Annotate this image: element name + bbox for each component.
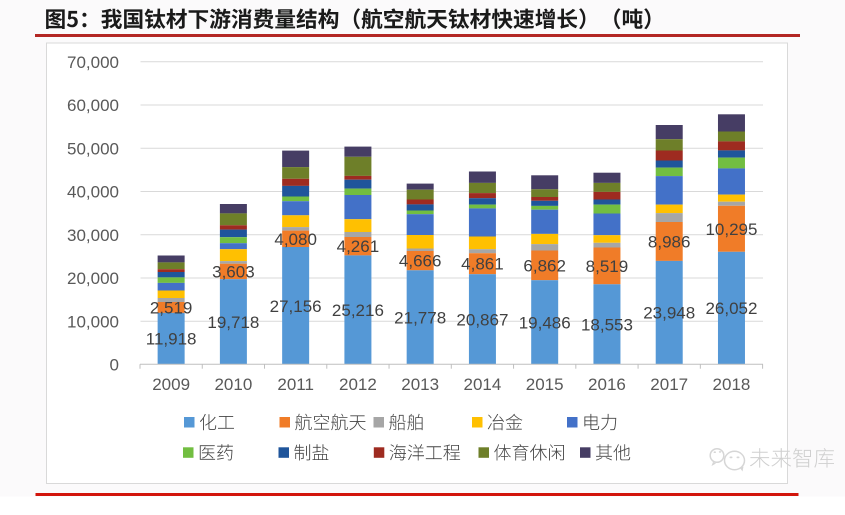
svg-text:30,000: 30,000 (67, 226, 119, 245)
svg-text:8,986: 8,986 (648, 232, 691, 251)
svg-text:18,553: 18,553 (581, 315, 633, 334)
svg-text:20,867: 20,867 (456, 310, 508, 329)
svg-text:2014: 2014 (464, 375, 502, 394)
svg-text:50,000: 50,000 (67, 139, 119, 158)
svg-text:19,718: 19,718 (207, 313, 259, 332)
svg-text:2018: 2018 (713, 375, 751, 394)
svg-text:8,519: 8,519 (586, 257, 629, 276)
svg-text:2010: 2010 (214, 375, 252, 394)
svg-text:2017: 2017 (650, 375, 688, 394)
svg-text:60,000: 60,000 (67, 96, 119, 115)
svg-text:10,000: 10,000 (67, 312, 119, 331)
svg-text:6,862: 6,862 (523, 256, 566, 275)
svg-text:2,519: 2,519 (150, 298, 193, 317)
svg-text:26,052: 26,052 (705, 299, 757, 318)
svg-text:21,778: 21,778 (394, 308, 446, 327)
svg-text:40,000: 40,000 (67, 183, 119, 202)
svg-text:3,603: 3,603 (212, 262, 255, 281)
svg-text:11,918: 11,918 (146, 330, 197, 349)
svg-text:0: 0 (110, 356, 119, 375)
svg-text:4,861: 4,861 (461, 255, 504, 274)
svg-text:20,000: 20,000 (67, 269, 119, 288)
svg-text:2012: 2012 (339, 375, 377, 394)
svg-text:70,000: 70,000 (67, 53, 119, 72)
svg-text:2013: 2013 (401, 375, 439, 394)
svg-text:2011: 2011 (277, 375, 314, 394)
svg-text:10,295: 10,295 (705, 220, 757, 239)
svg-text:25,216: 25,216 (332, 301, 384, 320)
svg-text:27,156: 27,156 (270, 297, 322, 316)
svg-text:4,080: 4,080 (274, 230, 317, 249)
svg-text:2015: 2015 (526, 375, 564, 394)
svg-text:4,261: 4,261 (337, 237, 380, 256)
svg-text:2016: 2016 (588, 375, 626, 394)
svg-text:2009: 2009 (152, 375, 190, 394)
svg-text:4,666: 4,666 (399, 252, 442, 271)
svg-text:23,948: 23,948 (643, 304, 695, 323)
svg-text:19,486: 19,486 (519, 313, 571, 332)
